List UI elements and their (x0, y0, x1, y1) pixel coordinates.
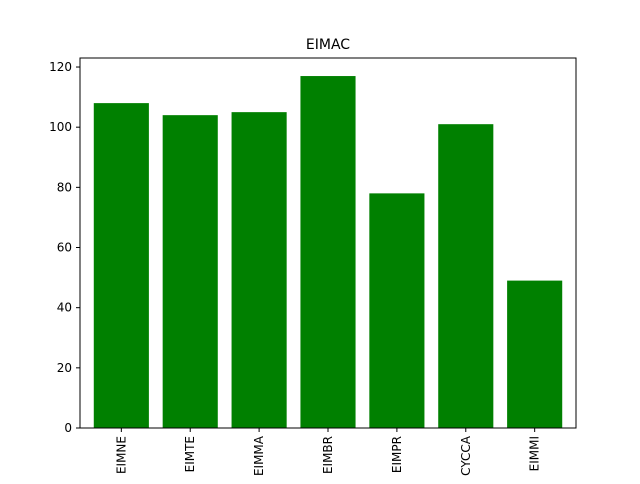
x-tick-label: EIMTE (183, 436, 197, 472)
y-tick-label: 100 (49, 120, 72, 134)
y-tick-label: 40 (57, 301, 72, 315)
bar-eimne (93, 103, 149, 428)
bar-eimpr (369, 193, 425, 428)
y-tick-label: 80 (57, 180, 72, 194)
chart-title: EIMAC (306, 37, 350, 53)
bar-eimte (162, 115, 218, 428)
bar-eimmi (507, 280, 563, 428)
x-tick-label: EIMMI (528, 436, 542, 471)
x-tick-label: EIMPR (390, 436, 404, 473)
y-tick-label: 60 (57, 241, 72, 255)
y-tick-label: 0 (64, 421, 72, 435)
bar-eimma (231, 112, 287, 429)
x-tick-label: EIMNE (114, 436, 128, 474)
bar-eimbr (300, 76, 356, 429)
x-tick-label: CYCCA (459, 435, 473, 476)
x-tick-label: EIMMA (252, 435, 266, 476)
x-axis: EIMNE EIMTE EIMMA EIMBR EIMPR CYCCA EIMMI (114, 428, 542, 476)
plot-frame (79, 57, 577, 429)
y-tick-label: 20 (57, 361, 72, 375)
bars-layer (93, 76, 563, 429)
y-axis: 0 20 40 60 80 100 120 (49, 60, 80, 435)
y-tick-label: 120 (49, 60, 72, 74)
x-tick-label: EIMBR (321, 436, 335, 474)
bar-cycca (438, 124, 494, 428)
